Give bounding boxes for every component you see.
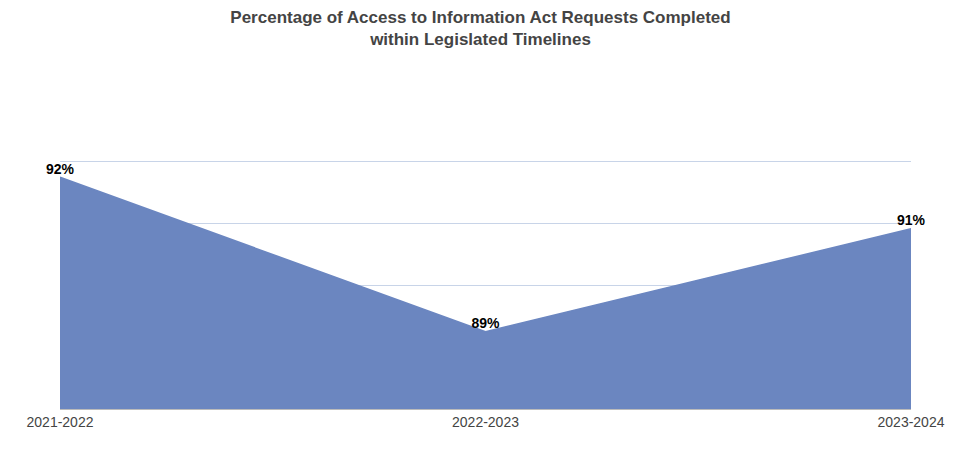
svg-text:2022-2023: 2022-2023 — [452, 414, 519, 430]
svg-text:91%: 91% — [897, 212, 926, 228]
svg-text:2023-2024: 2023-2024 — [878, 414, 945, 430]
svg-text:Percentage of Access to Inform: Percentage of Access to Information Act … — [230, 8, 730, 49]
svg-text:89%: 89% — [471, 315, 500, 331]
svg-text:2021-2022: 2021-2022 — [27, 414, 94, 430]
svg-text:92%: 92% — [46, 161, 75, 177]
